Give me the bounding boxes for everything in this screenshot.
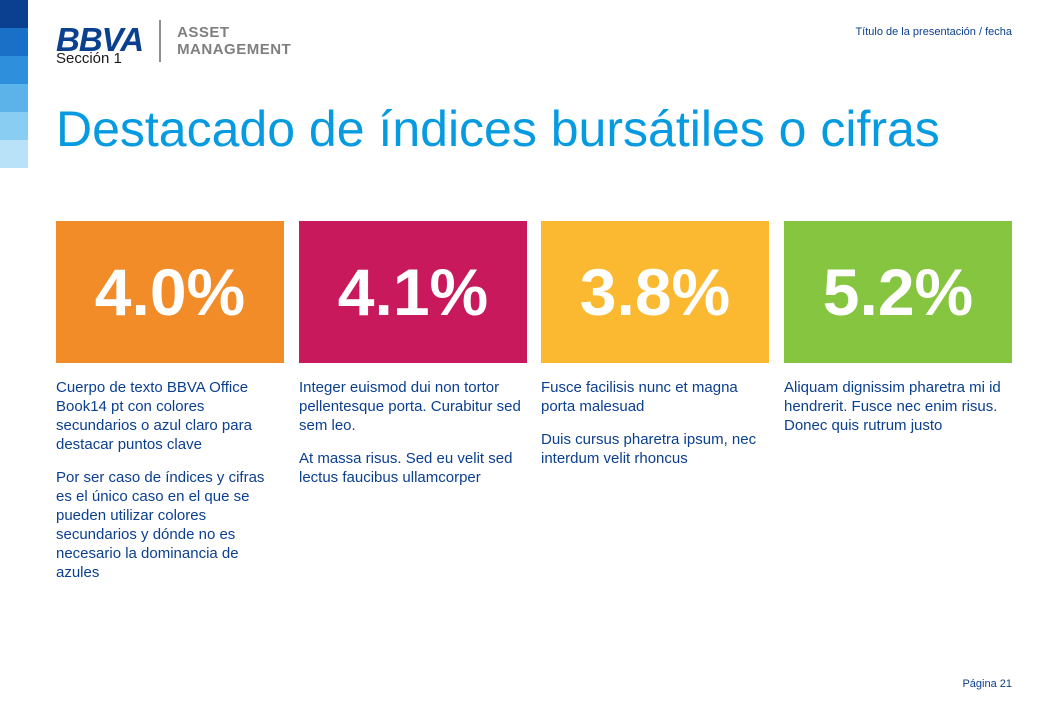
edge-block	[0, 112, 28, 140]
description-paragraph: Fusce facilisis nunc et magna porta male…	[541, 379, 738, 415]
description-paragraph: Duis cursus pharetra ipsum, nec interdum…	[541, 431, 757, 467]
edge-block	[0, 84, 28, 112]
figure-tile-2: 4.1%	[299, 221, 527, 363]
page-number: Página 21	[962, 678, 1012, 690]
description-paragraph: Por ser caso de índices y cifras es el ú…	[56, 469, 265, 581]
description-paragraph: Cuerpo de texto BBVA Office Book14 pt co…	[56, 379, 252, 453]
logo-subtitle-line1: ASSET	[177, 24, 230, 41]
figure-value: 4.0%	[94, 255, 246, 329]
logo-subtitle-line2: MANAGEMENT	[177, 41, 292, 58]
figure-value: 3.8%	[579, 255, 731, 329]
page-title: Destacado de índices bursátiles o cifras	[56, 100, 940, 157]
edge-block	[0, 140, 28, 168]
description-paragraph: Aliquam dignissim pharetra mi id hendrer…	[784, 379, 1001, 434]
edge-block	[0, 56, 28, 84]
description-paragraph: At massa risus. Sed eu velit sed lectus …	[299, 450, 513, 486]
logo-wordmark: BBVA	[56, 21, 144, 58]
figure-tile-4: 5.2%	[784, 221, 1012, 363]
bbva-asset-management-logo: BBVA ASSET MANAGEMENT	[56, 20, 291, 64]
figure-description-2: Integer euismod dui non tortor pellentes…	[299, 378, 527, 501]
description-paragraph: Integer euismod dui non tortor pellentes…	[299, 379, 521, 434]
edge-color-strip	[0, 0, 28, 168]
edge-block	[0, 28, 28, 56]
figure-tile-1: 4.0%	[56, 221, 284, 363]
logo-divider	[159, 20, 162, 62]
figure-value: 5.2%	[822, 255, 974, 329]
figure-description-4: Aliquam dignissim pharetra mi id hendrer…	[784, 378, 1012, 449]
figure-description-1: Cuerpo de texto BBVA Office Book14 pt co…	[56, 378, 284, 596]
logo-subtitle: ASSET MANAGEMENT	[177, 20, 291, 58]
presentation-info: Título de la presentación / fecha	[855, 26, 1012, 38]
figure-description-3: Fusce facilisis nunc et magna porta male…	[541, 378, 769, 482]
figure-tile-3: 3.8%	[541, 221, 769, 363]
figure-value: 4.1%	[337, 255, 489, 329]
edge-block	[0, 0, 28, 28]
section-label: Sección 1	[56, 50, 122, 67]
